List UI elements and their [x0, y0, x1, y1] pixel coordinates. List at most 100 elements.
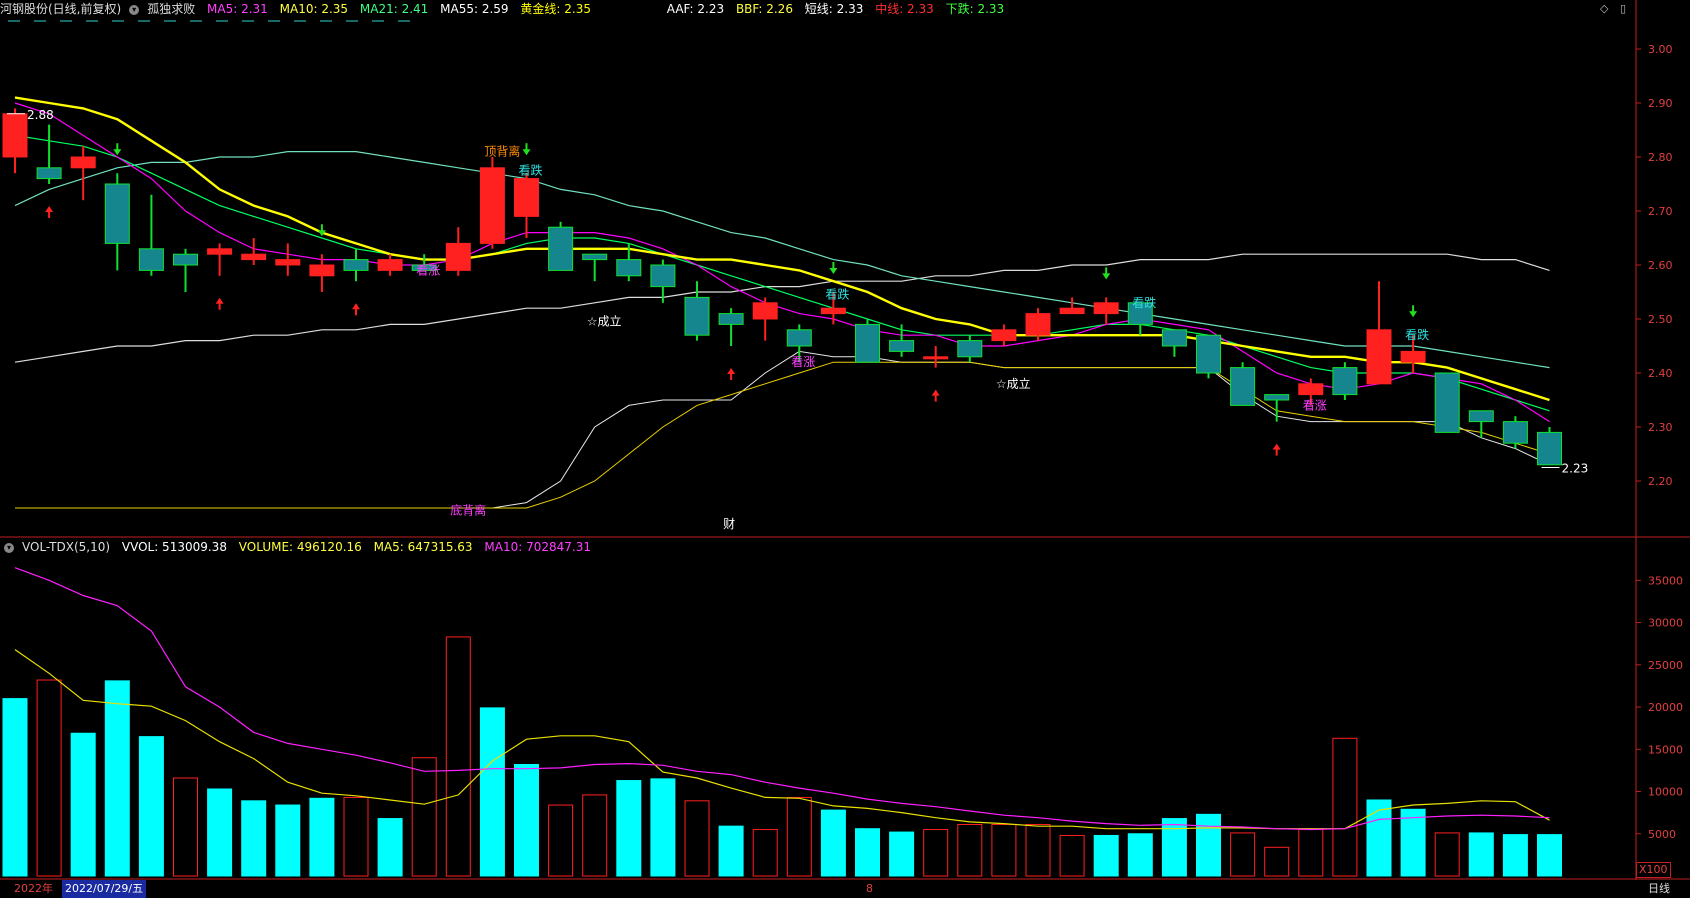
volume-bar[interactable]	[411, 757, 437, 877]
volume-bar[interactable]	[1093, 834, 1119, 877]
candle[interactable]	[889, 324, 915, 357]
volume-bar[interactable]	[1468, 832, 1494, 877]
candle[interactable]	[991, 324, 1017, 346]
vol-indicator[interactable]: VOL-TDX(5,10)	[22, 540, 111, 554]
candle[interactable]	[616, 243, 642, 282]
volume-bar[interactable]	[1332, 737, 1358, 877]
volume-bar[interactable]	[1502, 834, 1528, 877]
candle[interactable]	[1127, 302, 1153, 336]
volume-bar[interactable]	[855, 828, 880, 877]
candle[interactable]	[1332, 362, 1358, 400]
volume-bar[interactable]	[1161, 818, 1187, 877]
volume-bar[interactable]	[1196, 813, 1221, 877]
volume-bars[interactable]	[2, 636, 1562, 877]
volume-bar[interactable]	[445, 636, 471, 877]
candle[interactable]	[1264, 394, 1290, 422]
volume-bar[interactable]	[138, 736, 164, 877]
volume-bar[interactable]	[1400, 808, 1426, 877]
volume-bar[interactable]	[786, 796, 812, 877]
volume-bar[interactable]	[1434, 832, 1460, 877]
candle[interactable]	[1196, 334, 1221, 379]
volume-bar[interactable]	[343, 796, 369, 877]
volume-bar[interactable]	[377, 818, 403, 877]
candle[interactable]	[138, 194, 164, 276]
volume-bar[interactable]	[991, 823, 1017, 877]
candle[interactable]	[445, 227, 471, 276]
candle[interactable]	[104, 173, 130, 271]
volume-settings-icon[interactable]: ▾	[4, 542, 14, 553]
volume-bar[interactable]	[548, 804, 574, 877]
candle[interactable]	[1025, 308, 1051, 341]
volume-bar[interactable]	[889, 831, 915, 877]
candle[interactable]	[923, 346, 949, 368]
candle[interactable]	[70, 146, 96, 201]
volume-bar[interactable]	[275, 804, 301, 877]
volume-bar[interactable]	[1366, 799, 1392, 877]
candle[interactable]	[548, 221, 574, 271]
candle[interactable]	[1298, 378, 1324, 406]
volume-bar[interactable]	[479, 707, 505, 877]
volume-bar[interactable]	[1537, 834, 1562, 877]
candle[interactable]	[957, 335, 983, 363]
diamond-icon[interactable]: ◇	[1600, 2, 1609, 15]
volume-bar[interactable]	[923, 829, 949, 877]
volume-bar[interactable]	[514, 763, 539, 877]
candle[interactable]	[1400, 335, 1426, 373]
volume-bar[interactable]	[104, 680, 130, 877]
candle[interactable]	[377, 254, 403, 276]
volume-bar[interactable]	[1059, 834, 1085, 877]
candle[interactable]	[36, 124, 62, 184]
candle[interactable]	[1434, 372, 1460, 433]
candle[interactable]	[2, 108, 28, 174]
candle[interactable]	[1230, 362, 1256, 406]
candle[interactable]	[411, 254, 437, 271]
candle[interactable]	[1059, 297, 1085, 315]
volume-bar[interactable]	[1264, 846, 1290, 877]
window-icon[interactable]: ▯	[1620, 2, 1627, 15]
volume-bar[interactable]	[70, 732, 96, 877]
volume-bar[interactable]	[957, 823, 983, 877]
volume-bar[interactable]	[309, 797, 335, 877]
volume-bar[interactable]	[241, 800, 267, 877]
volume-bar[interactable]	[582, 794, 608, 877]
date-label[interactable]: 2022/07/29/五	[62, 880, 147, 898]
candle[interactable]	[207, 243, 233, 276]
candle[interactable]	[514, 173, 539, 238]
volume-bar[interactable]	[752, 829, 778, 877]
candle[interactable]	[582, 253, 608, 282]
candle[interactable]	[1093, 297, 1119, 325]
volume-bar[interactable]	[1127, 833, 1153, 877]
candle[interactable]	[718, 308, 744, 346]
candle[interactable]	[241, 238, 267, 265]
volume-bar[interactable]	[1298, 829, 1324, 877]
candle[interactable]	[1366, 281, 1392, 385]
volume-bar[interactable]	[718, 825, 744, 877]
volume-bar[interactable]	[684, 800, 710, 877]
period-label[interactable]: 日线	[1648, 882, 1670, 895]
candle[interactable]	[684, 281, 710, 341]
settings-icon[interactable]: ▾	[129, 4, 140, 15]
volume-bar[interactable]	[616, 780, 642, 877]
candle[interactable]	[1502, 416, 1528, 449]
stock-title[interactable]: 河钢股份(日线,前复权)	[0, 2, 122, 16]
candle[interactable]	[275, 243, 301, 276]
volume-bar[interactable]	[173, 777, 198, 877]
candle[interactable]	[173, 248, 198, 292]
candle[interactable]	[343, 248, 369, 282]
volume-bar[interactable]	[207, 788, 233, 877]
candle[interactable]	[786, 324, 812, 363]
candle[interactable]	[1468, 410, 1494, 438]
candle[interactable]	[1537, 427, 1562, 466]
candle[interactable]	[479, 157, 505, 249]
candle[interactable]	[650, 259, 676, 303]
volume-bar[interactable]	[820, 809, 846, 877]
candle[interactable]	[752, 297, 778, 341]
volume-bar[interactable]	[2, 698, 28, 877]
volume-bar[interactable]	[1025, 823, 1051, 877]
candle[interactable]	[309, 254, 335, 292]
volume-bar[interactable]	[36, 679, 62, 877]
volume-bar[interactable]	[650, 778, 676, 877]
volume-bar[interactable]	[1230, 832, 1256, 877]
candle[interactable]	[1161, 329, 1187, 357]
candlesticks[interactable]	[2, 108, 1562, 466]
